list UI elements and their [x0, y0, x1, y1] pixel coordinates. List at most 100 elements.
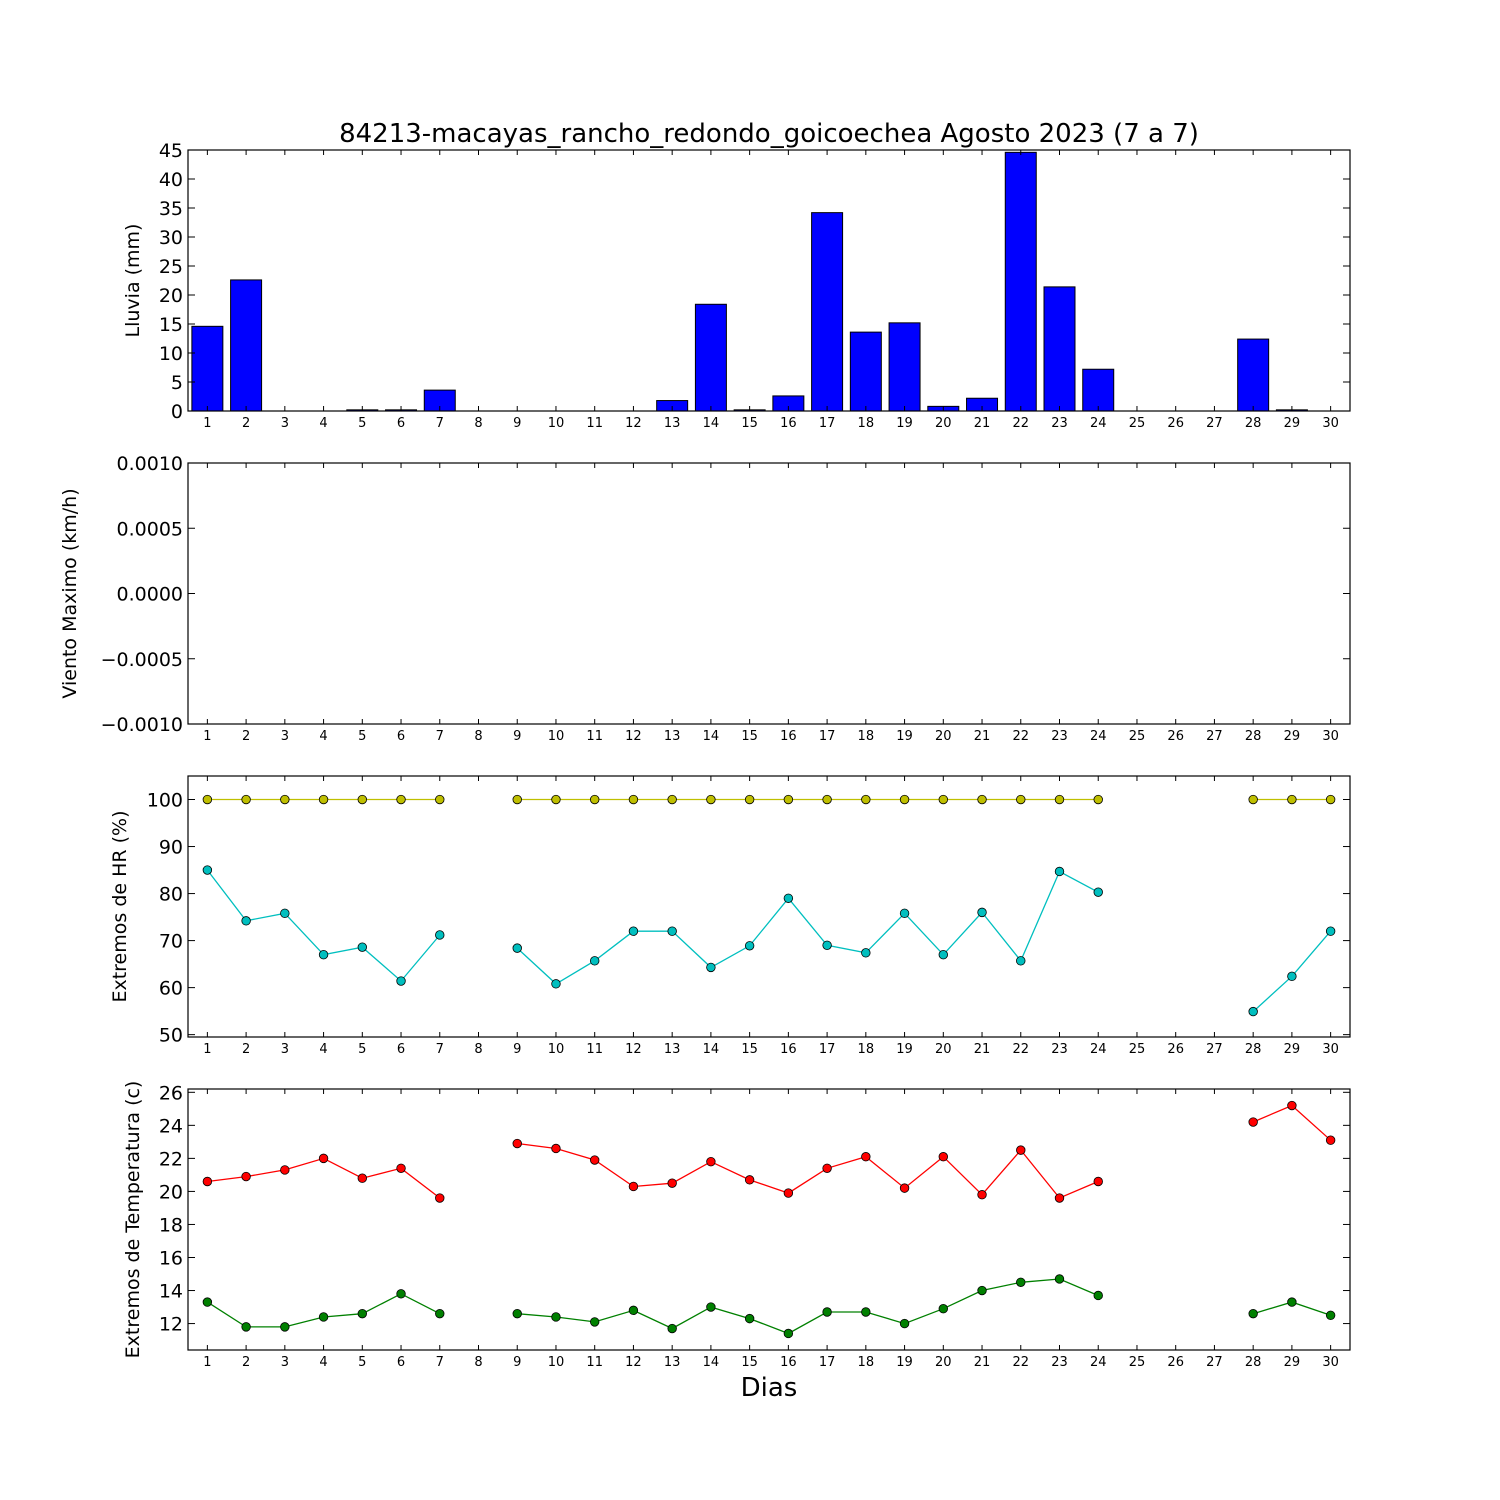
x-tick-label: 17 [819, 416, 836, 431]
series-1-point-day-6 [396, 1163, 406, 1173]
x-tick-label: 19 [896, 416, 913, 431]
x-tick-label: 23 [1051, 1355, 1068, 1370]
x-tick-label: 27 [1206, 1355, 1223, 1370]
series-2-point-day-19 [899, 908, 910, 919]
x-tick-label: 28 [1245, 1355, 1262, 1370]
x-tick-label: 12 [625, 729, 642, 744]
x-tick-label: 25 [1129, 416, 1146, 431]
x-tick-label: 19 [896, 729, 913, 744]
x-tick-label: 13 [664, 1042, 681, 1057]
x-tick-label: 30 [1322, 729, 1339, 744]
series-1-point-day-30 [1325, 794, 1336, 805]
series-2-point-day-21 [977, 907, 987, 918]
x-tick-label: 7 [436, 1042, 444, 1057]
y-axis-label: Viento Maximo (km/h) [59, 488, 81, 698]
x-tick-label: 5 [358, 1042, 366, 1057]
series-1-point-day-20 [938, 1152, 949, 1162]
series-2-point-day-5 [357, 1308, 368, 1319]
series-2-point-day-7 [435, 930, 445, 940]
x-tick-label: 6 [397, 1355, 405, 1370]
x-tick-label: 29 [1284, 416, 1301, 431]
x-tick-label: 30 [1322, 416, 1339, 431]
series-2-point-day-3 [280, 908, 290, 919]
y-tick-label: 50 [159, 1025, 183, 1047]
series-2-point-day-9 [512, 1308, 522, 1319]
bar-day-19 [888, 322, 921, 412]
series-2-point-day-2 [241, 916, 251, 926]
x-tick-label: 4 [319, 729, 327, 744]
y-tick-label: 70 [159, 931, 183, 953]
series-2-point-day-20 [938, 950, 949, 960]
series-1-point-day-13 [667, 794, 677, 805]
x-tick-label: 16 [780, 1355, 797, 1370]
y-tick-label: 60 [159, 978, 183, 1000]
x-tick-label: 24 [1090, 416, 1107, 431]
series-2-point-day-14 [706, 1302, 716, 1312]
x-tick-label: 1 [203, 416, 211, 431]
series-2-point-day-30 [1325, 926, 1336, 936]
series-1-point-day-10 [551, 1143, 561, 1154]
x-tick-label: 9 [513, 729, 521, 744]
y-tick-label: 35 [159, 198, 183, 220]
series-1-point-day-29 [1287, 1100, 1297, 1111]
x-tick-label: 28 [1245, 416, 1262, 431]
x-tick-label: 18 [858, 1042, 875, 1057]
x-tick-label: 5 [358, 1355, 366, 1370]
x-tick-label: 20 [935, 1355, 952, 1370]
x-tick-label: 3 [281, 416, 289, 431]
series-2-point-day-7 [435, 1308, 445, 1319]
y-tick-label: 16 [159, 1247, 183, 1269]
x-tick-label: 14 [703, 1355, 720, 1370]
y-tick-label: 45 [159, 140, 183, 162]
series-1-point-day-9 [512, 1138, 522, 1149]
x-tick-label: 3 [281, 1355, 289, 1370]
x-tick-label: 27 [1206, 416, 1223, 431]
series-2-point-day-15 [744, 1313, 755, 1324]
series-1-point-day-12 [628, 1181, 639, 1192]
x-tick-label: 30 [1322, 1042, 1339, 1057]
x-tick-label: 2 [242, 1042, 250, 1057]
series-2-point-day-11 [590, 956, 600, 966]
series-2-point-day-13 [667, 926, 677, 936]
x-tick-label: 12 [625, 1042, 642, 1057]
x-tick-label: 20 [935, 416, 952, 431]
x-tick-label: 4 [319, 1355, 327, 1370]
y-tick-label: 20 [159, 285, 183, 307]
series-2-point-day-18 [861, 948, 871, 958]
x-tick-label: 21 [974, 729, 991, 744]
x-tick-label: 6 [397, 729, 405, 744]
y-axis-label: Extremos de HR (%) [109, 810, 131, 1002]
x-tick-label: 9 [513, 416, 521, 431]
x-tick-label: 15 [741, 1355, 758, 1370]
series-2-point-day-4 [318, 950, 329, 960]
x-tick-label: 24 [1090, 1355, 1107, 1370]
series-2-point-day-14 [706, 962, 716, 973]
x-tick-label: 8 [474, 1042, 482, 1057]
x-tick-label: 16 [780, 1042, 797, 1057]
x-tick-label: 14 [703, 416, 720, 431]
x-tick-label: 16 [780, 416, 797, 431]
x-tick-label: 13 [664, 729, 681, 744]
series-2-point-day-18 [861, 1307, 871, 1317]
series-2-point-day-6 [396, 1289, 406, 1299]
plot-area [188, 1089, 1350, 1350]
x-tick-label: 13 [664, 1355, 681, 1370]
series-1-point-day-6 [396, 794, 406, 805]
series-1-point-day-5 [357, 794, 368, 805]
y-tick-label: 22 [159, 1148, 183, 1170]
x-tick-label: 10 [548, 1042, 565, 1057]
series-1-point-day-13 [667, 1178, 677, 1188]
series-2-point-day-20 [938, 1304, 949, 1314]
x-tick-label: 18 [858, 729, 875, 744]
series-2-point-day-13 [667, 1323, 677, 1334]
y-tick-label: −0.0010 [101, 714, 183, 736]
series-1-point-day-30 [1325, 1135, 1336, 1145]
x-tick-label: 21 [974, 1355, 991, 1370]
series-2-point-day-12 [628, 926, 639, 936]
y-tick-label: 12 [159, 1314, 183, 1336]
x-tick-label: 10 [548, 729, 565, 744]
series-2-point-day-19 [899, 1318, 910, 1329]
x-tick-label: 24 [1090, 1042, 1107, 1057]
series-2-point-day-17 [822, 1307, 832, 1317]
series-1-point-day-1 [202, 794, 213, 805]
